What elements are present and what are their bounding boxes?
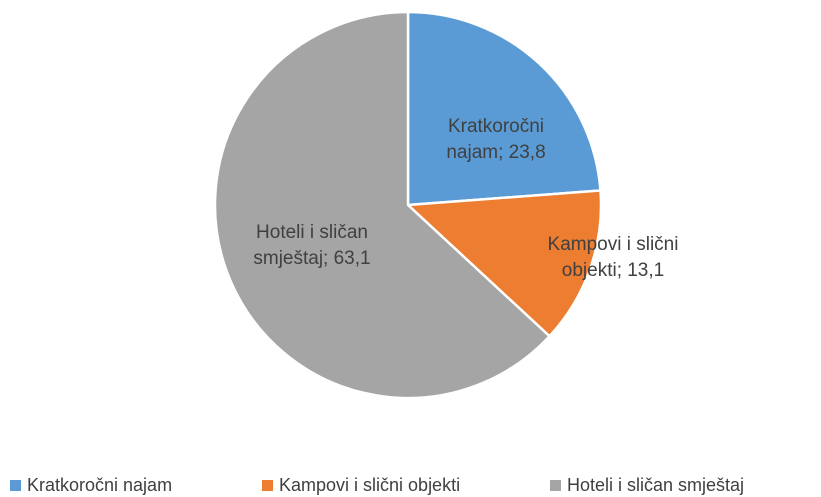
data-label: Hoteli i sličan smještaj; 63,1 bbox=[253, 222, 371, 269]
pie-slice bbox=[405, 189, 603, 338]
legend-label: Kratkoročni najam bbox=[27, 475, 172, 495]
data-label: Kratkoročni najam; 23,8 bbox=[446, 116, 546, 163]
legend-label: Kampovi i slični objekti bbox=[279, 475, 460, 495]
pie-slice bbox=[406, 10, 602, 207]
legend-swatch bbox=[262, 480, 273, 491]
data-label: Kampovi i slični objekti; 13,1 bbox=[547, 234, 679, 281]
pie-slice bbox=[213, 10, 552, 400]
legend-swatch bbox=[550, 480, 561, 491]
legend-swatch bbox=[10, 480, 21, 491]
legend-label: Hoteli i sličan smještaj bbox=[567, 475, 744, 495]
